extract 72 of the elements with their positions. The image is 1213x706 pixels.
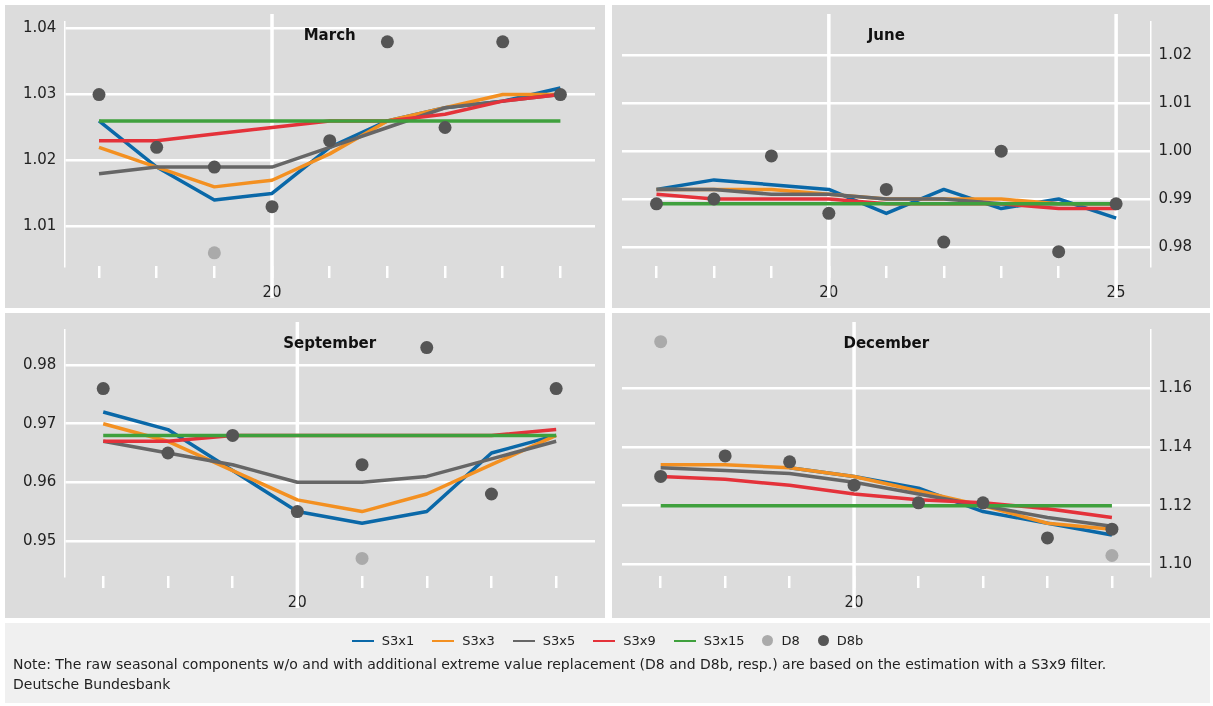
y2-tick-label: 1.12 [1158,495,1193,514]
y2-tick-label: 1.16 [1158,378,1193,397]
point [879,182,893,196]
point [718,449,732,463]
y-tick-label: 0.97 [22,413,57,432]
point [1105,522,1119,536]
y-tick-label: 0.98 [22,355,57,374]
legend-label: S3x5 [542,633,576,648]
point [161,446,175,460]
y-tick-label: 1.01 [22,216,57,235]
y2-tick-label: 1.02 [1158,45,1193,64]
legend-label: S3x3 [462,633,495,648]
point [226,428,240,442]
point [323,134,337,148]
legend-label: S3x1 [381,633,415,648]
point [484,487,498,501]
point [976,496,990,510]
point [1105,549,1119,562]
y2-tick-label: 1.01 [1158,93,1193,112]
point [847,478,861,492]
legend-label: S3x15 [703,633,745,648]
point [355,458,369,472]
point [994,144,1008,158]
point [420,341,434,355]
point [549,382,563,396]
point [438,121,452,135]
text: Note: The raw seasonal components w/o and with additional extreme value replacement (D8 and D8b, resp.) are based on the estimation with a S3x9 filter. [13,655,1108,674]
point [553,88,567,102]
point [496,35,510,49]
point [707,192,721,206]
chart-title: March [303,25,356,44]
y2-tick-label: 1.00 [1158,141,1193,160]
point [207,160,221,174]
chart-title: June [866,25,905,44]
point [150,140,164,154]
y-tick-label: 1.03 [22,84,57,103]
point [355,551,369,565]
point [654,335,668,349]
y2-tick-label: 1.10 [1158,554,1193,573]
y2-tick-label: 0.98 [1158,236,1193,255]
legend-label: D8b [836,633,864,648]
x-tick-label: 25 [1106,282,1126,301]
y-tick-label: 0.95 [22,530,57,549]
y-tick-label: 1.02 [22,150,57,169]
y-tick-label: 1.04 [22,18,57,37]
point [265,200,279,214]
legend-label: D8 [781,633,800,648]
point [1040,531,1054,545]
y2-tick-label: 1.14 [1158,437,1193,456]
point [92,88,106,102]
point [96,382,110,396]
text: Deutsche Bundesbank [13,675,172,694]
point [1109,197,1123,211]
legend-label: S3x9 [623,633,656,648]
point [380,35,394,49]
point [764,149,778,163]
point [207,246,221,260]
point [290,505,304,519]
point [649,197,663,211]
point [912,496,926,510]
y-tick-label: 0.96 [22,472,57,491]
y2-tick-label: 0.99 [1158,188,1193,207]
chart-title: September [283,333,377,352]
point [783,455,797,469]
point [937,235,951,249]
x-tick-label: 20 [819,282,839,301]
point [1052,245,1066,259]
x-tick-label: 20 [844,592,864,611]
x-tick-label: 20 [262,282,282,301]
point [822,206,836,220]
point [654,469,668,483]
chart-title: December [843,333,930,352]
